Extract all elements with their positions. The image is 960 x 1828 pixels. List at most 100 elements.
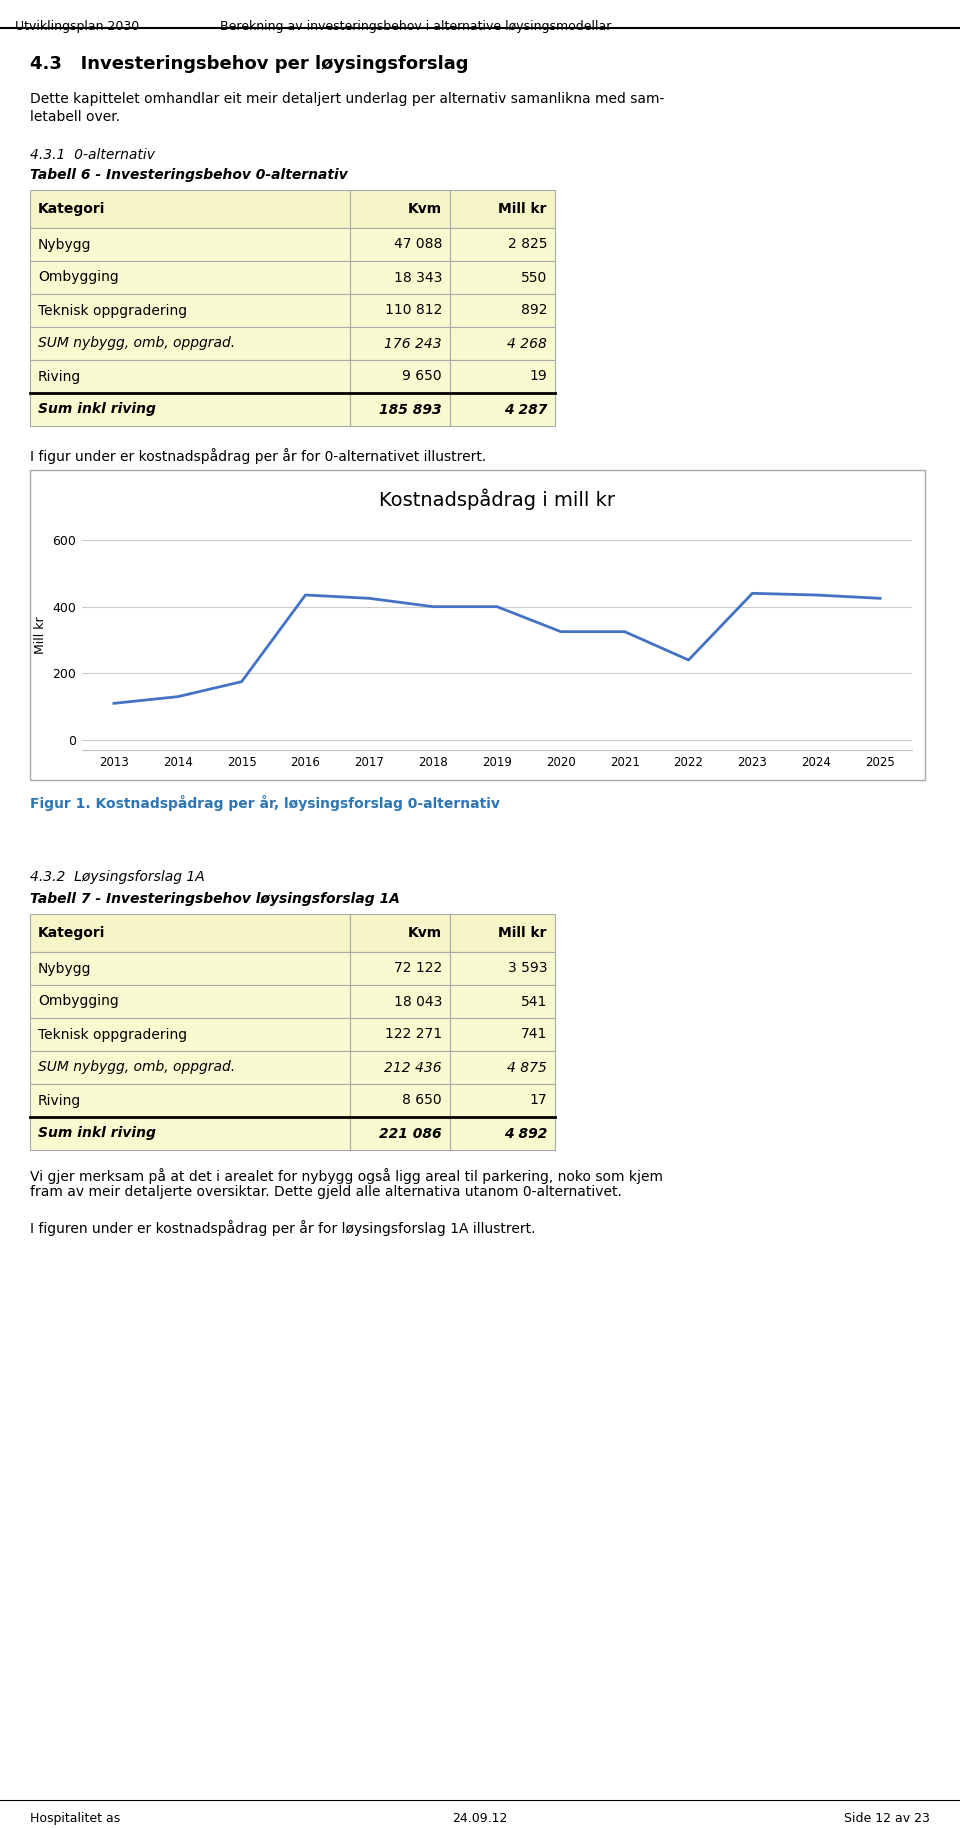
Bar — [450, 294, 555, 327]
Bar — [450, 1051, 555, 1084]
Bar — [30, 327, 350, 360]
Bar — [350, 360, 450, 393]
Text: Hospitalitet as: Hospitalitet as — [30, 1812, 120, 1824]
Text: Utviklingsplan 2030: Utviklingsplan 2030 — [15, 20, 139, 33]
Bar — [30, 1018, 350, 1051]
Text: Sum inkl riving: Sum inkl riving — [38, 1126, 156, 1141]
Text: Nybygg: Nybygg — [38, 962, 91, 976]
Text: I figuren under er kostnadspådrag per år for løysingsforslag 1A illustrert.: I figuren under er kostnadspådrag per år… — [30, 1219, 536, 1236]
Text: Kategori: Kategori — [38, 927, 106, 940]
Bar — [30, 985, 350, 1018]
Text: Mill kr: Mill kr — [498, 927, 547, 940]
Bar — [30, 470, 925, 781]
Text: Riving: Riving — [38, 369, 82, 384]
Bar — [450, 1117, 555, 1150]
Text: 4 287: 4 287 — [504, 402, 547, 417]
Bar — [350, 952, 450, 985]
Text: Teknisk oppgradering: Teknisk oppgradering — [38, 1027, 187, 1042]
Text: 24.09.12: 24.09.12 — [452, 1812, 508, 1824]
Bar — [450, 393, 555, 426]
Text: 4.3.1  0-alternativ: 4.3.1 0-alternativ — [30, 148, 155, 163]
Text: 185 893: 185 893 — [379, 402, 442, 417]
Text: Dette kapittelet omhandlar eit meir detaljert underlag per alternativ samanlikna: Dette kapittelet omhandlar eit meir deta… — [30, 91, 664, 106]
Bar — [350, 393, 450, 426]
Bar — [30, 1117, 350, 1150]
Bar — [350, 1051, 450, 1084]
Bar — [350, 985, 450, 1018]
Text: fram av meir detaljerte oversiktar. Dette gjeld alle alternativa utanom 0-altern: fram av meir detaljerte oversiktar. Dett… — [30, 1185, 622, 1199]
Text: 17: 17 — [529, 1093, 547, 1108]
Bar — [450, 327, 555, 360]
Text: 122 271: 122 271 — [385, 1027, 442, 1042]
Text: 72 122: 72 122 — [394, 962, 442, 976]
Text: Teknisk oppgradering: Teknisk oppgradering — [38, 303, 187, 318]
Bar — [450, 1018, 555, 1051]
Text: 47 088: 47 088 — [394, 238, 442, 252]
Text: 4 875: 4 875 — [507, 1060, 547, 1075]
Text: Figur 1. Kostnadspådrag per år, løysingsforslag 0-alternativ: Figur 1. Kostnadspådrag per år, løysings… — [30, 795, 500, 812]
Bar — [30, 393, 350, 426]
Text: Kategori: Kategori — [38, 203, 106, 216]
Bar — [30, 1084, 350, 1117]
Bar — [30, 294, 350, 327]
Bar — [350, 261, 450, 294]
Text: 4.3   Investeringsbehov per løysingsforslag: 4.3 Investeringsbehov per løysingsforsla… — [30, 55, 468, 73]
Bar — [30, 952, 350, 985]
Bar — [30, 360, 350, 393]
Text: Mill kr: Mill kr — [498, 203, 547, 216]
Bar — [350, 1084, 450, 1117]
Text: 550: 550 — [520, 271, 547, 285]
Text: 8 650: 8 650 — [402, 1093, 442, 1108]
Text: 741: 741 — [520, 1027, 547, 1042]
Text: Berekning av investeringsbehov i alternative løysingsmodellar: Berekning av investeringsbehov i alterna… — [220, 20, 612, 33]
Text: 18 343: 18 343 — [394, 271, 442, 285]
Bar — [450, 1084, 555, 1117]
Title: Kostnadspådrag i mill kr: Kostnadspådrag i mill kr — [379, 488, 615, 510]
Text: Tabell 7 - Investeringsbehov løysingsforslag 1A: Tabell 7 - Investeringsbehov løysingsfor… — [30, 892, 400, 907]
Text: 212 436: 212 436 — [384, 1060, 442, 1075]
Text: Side 12 av 23: Side 12 av 23 — [844, 1812, 930, 1824]
Text: Nybygg: Nybygg — [38, 238, 91, 252]
Bar — [30, 1051, 350, 1084]
Bar — [350, 914, 450, 952]
Text: 9 650: 9 650 — [402, 369, 442, 384]
Bar — [450, 985, 555, 1018]
Bar — [350, 327, 450, 360]
Text: 3 593: 3 593 — [508, 962, 547, 976]
Bar — [30, 914, 350, 952]
Text: Kvm: Kvm — [408, 927, 442, 940]
Text: 4 892: 4 892 — [504, 1126, 547, 1141]
Text: 110 812: 110 812 — [385, 303, 442, 318]
Text: 176 243: 176 243 — [384, 336, 442, 351]
Y-axis label: Mill kr: Mill kr — [34, 616, 47, 654]
Text: SUM nybygg, omb, oppgrad.: SUM nybygg, omb, oppgrad. — [38, 336, 235, 351]
Text: 221 086: 221 086 — [379, 1126, 442, 1141]
Text: 4 268: 4 268 — [507, 336, 547, 351]
Bar — [30, 228, 350, 261]
Bar — [30, 261, 350, 294]
Text: letabell over.: letabell over. — [30, 110, 120, 124]
Text: I figur under er kostnadspådrag per år for 0-alternativet illustrert.: I figur under er kostnadspådrag per år f… — [30, 448, 487, 464]
Bar — [350, 294, 450, 327]
Text: 892: 892 — [520, 303, 547, 318]
Text: 2 825: 2 825 — [508, 238, 547, 252]
Bar — [350, 190, 450, 228]
Text: Vi gjer merksam på at det i arealet for nybygg også ligg areal til parkering, no: Vi gjer merksam på at det i arealet for … — [30, 1168, 663, 1185]
Bar — [450, 190, 555, 228]
Bar — [450, 228, 555, 261]
Bar — [450, 261, 555, 294]
Bar — [350, 1018, 450, 1051]
Text: Ombygging: Ombygging — [38, 271, 119, 285]
Text: 4.3.2  Løysingsforslag 1A: 4.3.2 Løysingsforslag 1A — [30, 870, 204, 885]
Text: Sum inkl riving: Sum inkl riving — [38, 402, 156, 417]
Text: 541: 541 — [520, 994, 547, 1009]
Bar — [450, 952, 555, 985]
Text: Riving: Riving — [38, 1093, 82, 1108]
Bar — [30, 190, 350, 228]
Bar — [450, 914, 555, 952]
Bar — [450, 360, 555, 393]
Bar — [350, 1117, 450, 1150]
Text: Tabell 6 - Investeringsbehov 0-alternativ: Tabell 6 - Investeringsbehov 0-alternati… — [30, 168, 348, 183]
Text: 18 043: 18 043 — [394, 994, 442, 1009]
Text: 19: 19 — [529, 369, 547, 384]
